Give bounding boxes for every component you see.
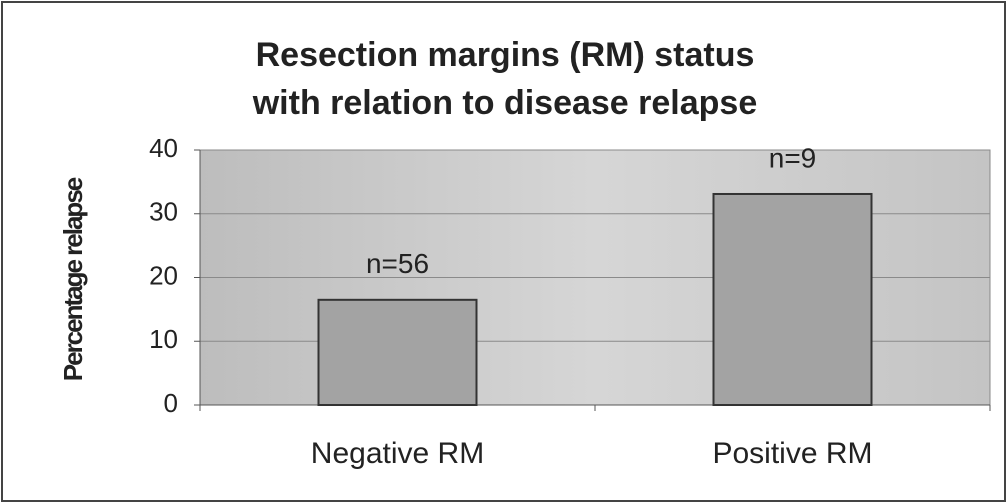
bar <box>317 298 478 406</box>
x-tick-label: Positive RM <box>712 437 872 470</box>
bar <box>712 192 873 406</box>
chart-title: Resection margins (RM) status <box>256 36 755 74</box>
y-tick-label: 40 <box>149 133 178 163</box>
bar-label: n=56 <box>366 248 429 279</box>
bar-label: n=9 <box>769 142 817 173</box>
y-axis-label: Percentage relapse <box>58 177 88 381</box>
y-tick-label: 10 <box>149 324 178 354</box>
y-tick-label: 20 <box>149 260 178 290</box>
y-tick-label: 0 <box>164 388 178 418</box>
y-tick-label: 30 <box>149 197 178 227</box>
chart-title: with relation to disease relapse <box>252 84 758 122</box>
x-tick-label: Negative RM <box>311 437 484 470</box>
